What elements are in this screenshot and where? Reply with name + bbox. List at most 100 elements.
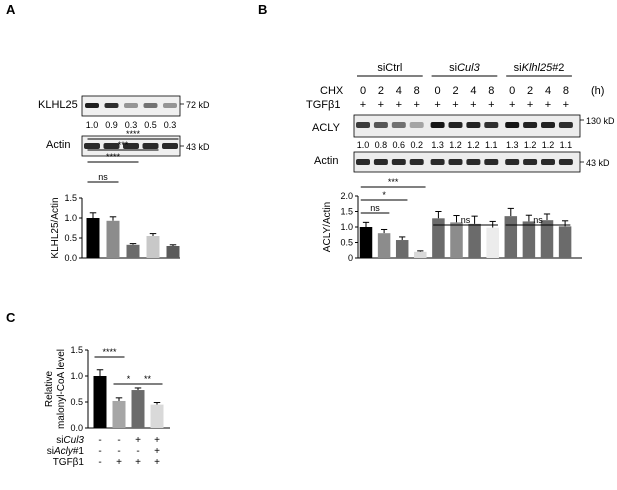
panel-a-letter: A (6, 2, 16, 17)
panel-b-blot-label-actin: Actin (314, 155, 338, 167)
band-quant-value: 0.2 (410, 140, 423, 150)
timepoint-label: 2 (527, 85, 533, 97)
condition-value: + (135, 435, 141, 446)
panel-a: A KLHL25 Actin 72 kD 43 kD 1.0 0.9 0.3 0.5 0… (6, 2, 210, 263)
condition-value: - (117, 446, 120, 457)
bar-8 (486, 227, 499, 258)
band-actin (84, 143, 100, 149)
condition-label: siCul3 (56, 435, 84, 446)
band-acly (484, 122, 499, 128)
band-quant-value: 1.0 (86, 120, 99, 130)
tgf-plus-sign: + (378, 99, 384, 111)
tgf-plus-sign: + (563, 99, 569, 111)
timepoint-label: 2 (378, 85, 384, 97)
band-actin (430, 159, 445, 165)
band-quant-value: 0.8 (375, 140, 388, 150)
y-axis-label: Relative (44, 371, 55, 408)
band-acly (373, 122, 388, 128)
condition-value: + (135, 457, 141, 468)
band-actin (558, 159, 573, 165)
condition-value: - (98, 435, 101, 446)
y-tick-label: 1.5 (70, 345, 83, 355)
panel-c: C 0.00.51.01.5 ***** **Relative malonyl-CoA… (6, 310, 170, 468)
panel-a-blot-label-klhl25: KLHL25 (38, 99, 78, 111)
panel-b-marker-bottom: 43 kD (586, 158, 610, 168)
band-quant-value: 0.9 (105, 120, 118, 130)
band-acly (523, 122, 538, 128)
band-quant-value: 1.0 (357, 140, 370, 150)
band-acly (391, 122, 406, 128)
bar-12 (558, 226, 572, 258)
bar-4 (146, 236, 160, 258)
condition-value: + (116, 457, 122, 468)
band-acly (430, 122, 445, 128)
y-tick-label: 0.5 (340, 238, 353, 248)
bar-3 (126, 244, 140, 258)
band-acly (356, 122, 370, 128)
band-acly (409, 122, 424, 128)
bar-4 (414, 251, 427, 258)
y-tick-label: 0.5 (64, 233, 77, 243)
tgf-plus-sign: + (413, 99, 419, 111)
significance-label: * (382, 190, 386, 200)
bar-5 (166, 246, 180, 258)
band-actin (448, 159, 463, 165)
band-quant-value: 1.1 (485, 140, 498, 150)
condition-value: - (98, 457, 101, 468)
band-klhl25 (85, 103, 99, 108)
bar-2 (377, 233, 391, 258)
bar-3 (131, 390, 145, 428)
panel-a-marker-top: 72 kD (186, 100, 210, 110)
band-quant-value: 1.3 (506, 140, 519, 150)
bar-11 (540, 220, 554, 258)
bar-2 (112, 400, 126, 428)
band-acly (541, 122, 555, 128)
condition-label: TGFβ1 (53, 457, 85, 468)
bar-4 (150, 404, 164, 428)
panel-b-unit: (h) (591, 85, 604, 97)
bar-9 (504, 216, 518, 258)
tgf-plus-sign: + (452, 99, 458, 111)
y-axis-label: ACLY/Actin (322, 202, 333, 252)
tgf-plus-sign: + (434, 99, 440, 111)
bar-7 (468, 223, 481, 258)
band-quant-value: 0.5 (144, 120, 157, 130)
band-quant-value: 1.3 (431, 140, 444, 150)
significance-label: ns (370, 203, 380, 213)
band-quant-value: 0.6 (393, 140, 406, 150)
bar-1 (86, 218, 100, 258)
band-acly (558, 122, 573, 128)
y-tick-label: 1.0 (70, 371, 83, 381)
significance-label: ns (461, 215, 471, 225)
y-tick-label: 2.0 (340, 191, 353, 201)
y-axis-label: malonyl-CoA level (56, 349, 67, 429)
timepoint-label: 8 (563, 85, 569, 97)
tgf-plus-sign: + (488, 99, 494, 111)
timepoint-label: 2 (452, 85, 458, 97)
timepoint-label: 8 (414, 85, 420, 97)
condition-value: - (117, 435, 120, 446)
band-quant-value: 1.2 (524, 140, 537, 150)
condition-value: + (154, 457, 160, 468)
band-acly (466, 122, 481, 128)
condition-label: siAcly#1 (47, 446, 85, 457)
band-actin (466, 159, 481, 165)
tgf-plus-sign: + (509, 99, 515, 111)
panel-a-marker-bottom: 43 kD (186, 142, 210, 152)
timepoint-label: 0 (435, 85, 441, 97)
y-tick-label: 1.0 (64, 213, 77, 223)
timepoint-label: 4 (470, 85, 476, 97)
band-actin (162, 143, 178, 149)
tgf-plus-sign: + (545, 99, 551, 111)
timepoint-label: 0 (509, 85, 515, 97)
band-actin (103, 143, 120, 149)
band-quant-value: 1.2 (449, 140, 462, 150)
tgf-plus-sign: + (396, 99, 402, 111)
band-actin (356, 159, 370, 165)
band-actin (484, 159, 499, 165)
bar-5 (432, 218, 445, 258)
band-klhl25 (124, 103, 138, 108)
timepoint-label: 4 (396, 85, 402, 97)
panel-b-row-chx-label: CHX (320, 85, 344, 97)
